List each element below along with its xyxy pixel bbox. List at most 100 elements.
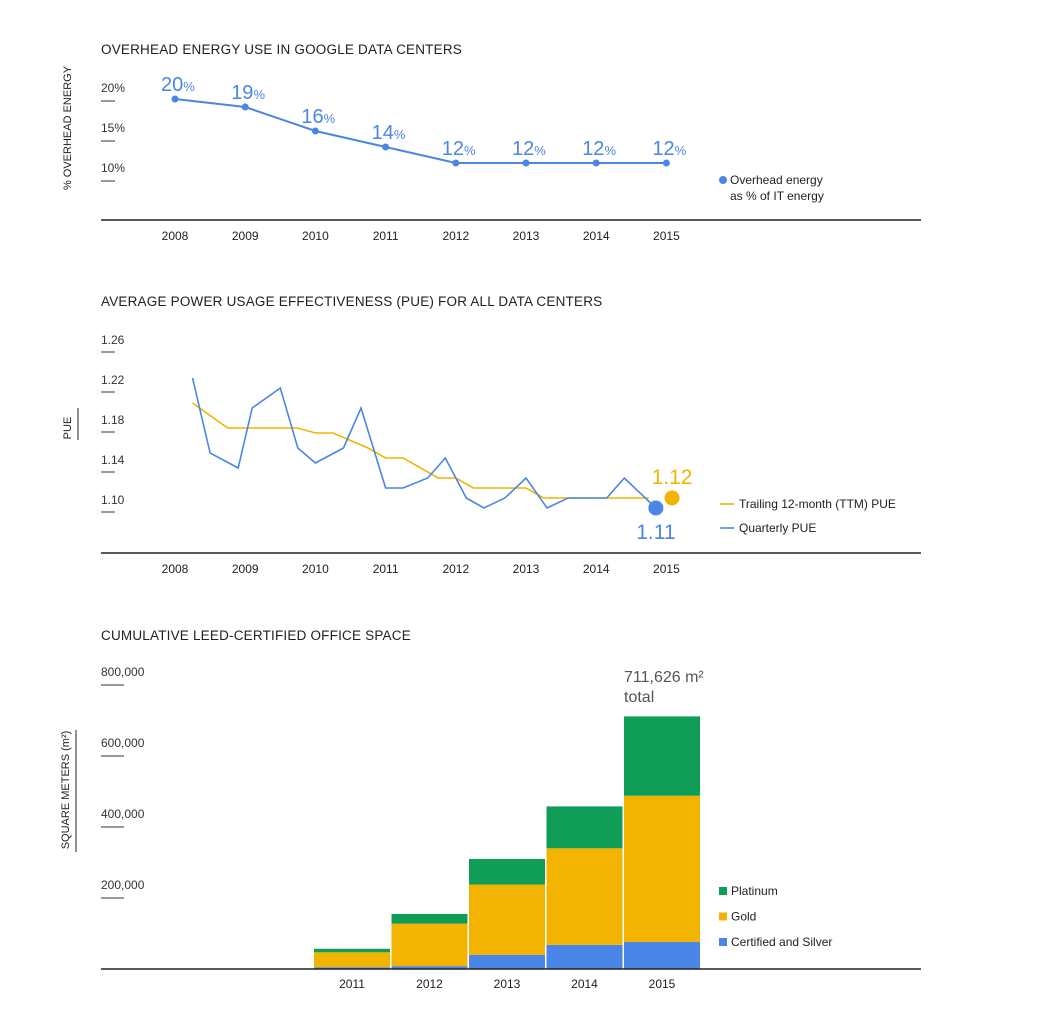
quarterly-pue-line bbox=[191, 377, 657, 510]
leed-bar-segment bbox=[314, 948, 390, 953]
leed-total-annotation-line1: 711,626 m² bbox=[624, 669, 704, 686]
overhead-y-tick-label: 15% bbox=[101, 121, 125, 135]
leed-bar-segment bbox=[624, 795, 700, 943]
pue-y-tick-label: 1.22 bbox=[101, 373, 125, 387]
leed-x-ticks: 2011 2012 2013 2014 2015 bbox=[339, 977, 676, 991]
overhead-x-tick-label: 2011 bbox=[373, 229, 399, 243]
leed-bar-segment bbox=[391, 923, 468, 967]
overhead-value-label: 14% bbox=[372, 122, 406, 144]
leed-bar-segment bbox=[546, 848, 623, 945]
overhead-legend-line1: Overhead energy bbox=[730, 173, 823, 187]
ttm-pue-end-marker bbox=[664, 490, 680, 506]
ttm-pue-line bbox=[192, 402, 649, 499]
overhead-x-tick-label: 2012 bbox=[442, 229, 469, 243]
pue-y-tick-label: 1.26 bbox=[101, 333, 125, 347]
leed-legend: Platinum Gold Certified and Silver bbox=[719, 884, 832, 949]
pue-legend-label: Quarterly PUE bbox=[739, 521, 816, 535]
pue-x-tick-label: 2012 bbox=[442, 562, 469, 576]
overhead-energy-chart: OVERHEAD ENERGY USE IN GOOGLE DATA CENTE… bbox=[62, 42, 921, 243]
leed-y-ticks: 800,000 600,000 400,000 200,000 bbox=[101, 665, 145, 899]
overhead-x-tick-label: 2010 bbox=[302, 229, 329, 243]
quarterly-pue-end-marker bbox=[648, 500, 664, 516]
leed-bar-segment bbox=[546, 806, 623, 849]
leed-bar-segment bbox=[546, 944, 623, 969]
overhead-value-label: 12% bbox=[582, 138, 616, 160]
overhead-x-tick-label: 2008 bbox=[162, 229, 189, 243]
overhead-point bbox=[662, 159, 670, 167]
pue-x-tick-label: 2013 bbox=[513, 562, 540, 576]
overhead-x-tick-label: 2015 bbox=[653, 229, 680, 243]
overhead-series-line bbox=[174, 98, 667, 164]
leed-y-tick-label: 600,000 bbox=[101, 736, 145, 750]
leed-legend-swatch bbox=[719, 912, 727, 921]
leed-legend-label: Gold bbox=[731, 910, 756, 924]
overhead-x-tick-label: 2009 bbox=[232, 229, 259, 243]
leed-x-tick-label: 2012 bbox=[416, 977, 443, 991]
leed-y-tick-label: 200,000 bbox=[101, 878, 145, 892]
leed-x-tick-label: 2011 bbox=[339, 977, 365, 991]
pue-x-tick-label: 2010 bbox=[302, 562, 329, 576]
overhead-value-label: 12% bbox=[652, 138, 686, 160]
pue-y-ticks: 1.26 1.22 1.18 1.14 1.10 bbox=[101, 333, 125, 513]
overhead-y-ticks: 20% 15% 10% bbox=[101, 81, 125, 182]
leed-bar-segment bbox=[624, 942, 700, 969]
leed-bar-segment bbox=[314, 967, 390, 969]
pue-x-ticks: 2008 2009 2010 2011 2012 2013 2014 2015 bbox=[162, 562, 680, 576]
overhead-value-labels: 20% 19% 16% 14% 12% 12% 12% 12% bbox=[161, 74, 687, 160]
leed-legend-label: Certified and Silver bbox=[731, 935, 832, 949]
leed-legend-swatch bbox=[719, 938, 727, 946]
overhead-point bbox=[241, 103, 249, 111]
ttm-pue-end-label: 1.12 bbox=[652, 466, 693, 489]
pue-x-tick-label: 2009 bbox=[232, 562, 259, 576]
overhead-point bbox=[522, 159, 530, 167]
overhead-chart-title: OVERHEAD ENERGY USE IN GOOGLE DATA CENTE… bbox=[101, 42, 462, 57]
overhead-point bbox=[452, 159, 460, 167]
pue-x-tick-label: 2011 bbox=[373, 562, 399, 576]
leed-y-axis-label: SQUARE METERS (m²) bbox=[60, 731, 72, 850]
overhead-x-tick-label: 2014 bbox=[583, 229, 610, 243]
overhead-legend-line2: as % of IT energy bbox=[730, 189, 824, 203]
pue-x-tick-label: 2008 bbox=[162, 562, 189, 576]
overhead-value-label: 12% bbox=[442, 138, 476, 160]
pue-legend: Trailing 12-month (TTM) PUE Quarterly PUE bbox=[720, 497, 896, 535]
overhead-value-label: 20% bbox=[161, 74, 195, 96]
leed-chart-title: CUMULATIVE LEED-CERTIFIED OFFICE SPACE bbox=[101, 628, 411, 643]
pue-legend-label: Trailing 12-month (TTM) PUE bbox=[739, 497, 896, 511]
overhead-y-tick-label: 20% bbox=[101, 81, 125, 95]
overhead-points bbox=[171, 95, 670, 167]
leed-x-tick-label: 2014 bbox=[571, 977, 598, 991]
overhead-point bbox=[592, 159, 600, 167]
leed-chart: CUMULATIVE LEED-CERTIFIED OFFICE SPACE S… bbox=[60, 628, 921, 991]
leed-bar-segment bbox=[391, 913, 468, 924]
leed-bar-segment bbox=[469, 858, 545, 885]
leed-total-annotation-line2: total bbox=[624, 689, 654, 706]
overhead-point bbox=[311, 127, 319, 135]
pue-y-axis-label: PUE bbox=[62, 417, 74, 440]
leed-bars bbox=[314, 716, 700, 969]
leed-bar-segment bbox=[624, 716, 700, 796]
pue-chart: AVERAGE POWER USAGE EFFECTIVENESS (PUE) … bbox=[62, 294, 921, 576]
overhead-value-label: 16% bbox=[301, 106, 335, 128]
pue-x-tick-label: 2015 bbox=[653, 562, 680, 576]
pue-chart-title: AVERAGE POWER USAGE EFFECTIVENESS (PUE) … bbox=[101, 294, 602, 309]
leed-bar-segment bbox=[314, 952, 390, 968]
leed-x-tick-label: 2013 bbox=[494, 977, 521, 991]
leed-legend-swatch bbox=[719, 887, 727, 895]
overhead-y-axis-label: % OVERHEAD ENERGY bbox=[62, 65, 74, 190]
overhead-value-label: 19% bbox=[231, 82, 265, 104]
leed-bar-segment bbox=[391, 966, 468, 969]
overhead-point bbox=[171, 95, 179, 103]
pue-x-tick-label: 2014 bbox=[583, 562, 610, 576]
leed-bar-segment bbox=[469, 954, 545, 969]
overhead-value-label: 12% bbox=[512, 138, 546, 160]
pue-series: 1.12 1.11 bbox=[191, 377, 693, 544]
overhead-x-tick-label: 2013 bbox=[513, 229, 540, 243]
leed-y-tick-label: 800,000 bbox=[101, 665, 145, 679]
leed-y-tick-label: 400,000 bbox=[101, 807, 145, 821]
overhead-point bbox=[382, 143, 390, 151]
pue-y-tick-label: 1.10 bbox=[101, 493, 125, 507]
overhead-legend-marker bbox=[719, 176, 727, 184]
quarterly-pue-end-label: 1.11 bbox=[636, 521, 675, 544]
overhead-y-tick-label: 10% bbox=[101, 161, 125, 175]
